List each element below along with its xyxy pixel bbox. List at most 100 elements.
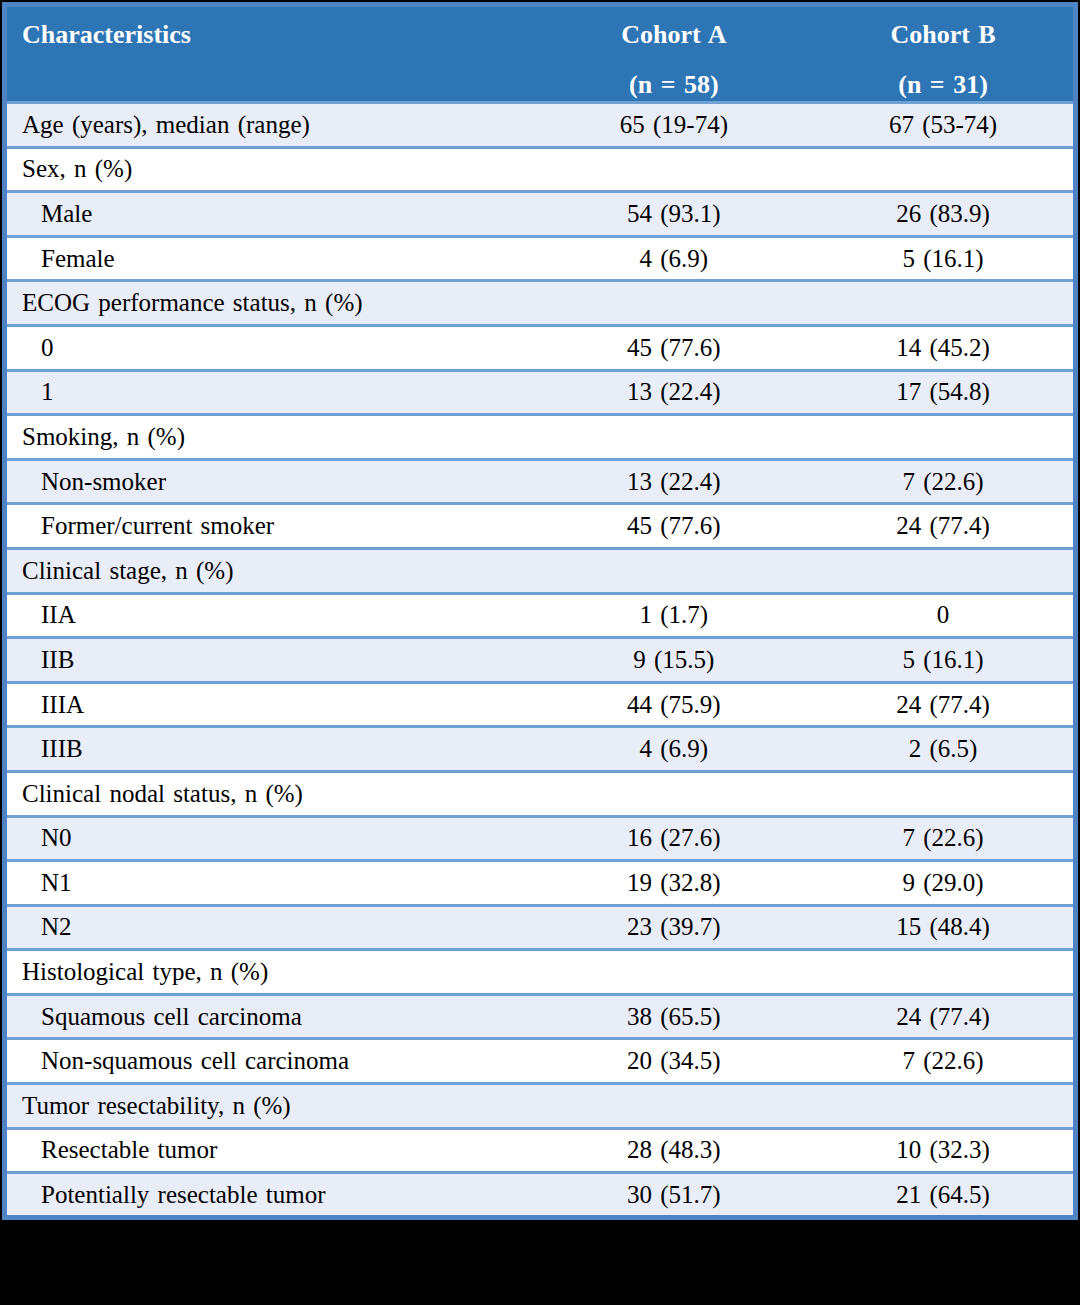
cohort-b-value: 21 (64.5) <box>813 1173 1075 1218</box>
row-section-label: Clinical nodal status, n (%) <box>5 771 535 816</box>
table-row: Squamous cell carcinoma38 (65.5)24 (77.4… <box>5 994 1076 1039</box>
cohort-b-name: Cohort B <box>813 19 1073 51</box>
table-row: Age (years), median (range)65 (19-74)67 … <box>5 103 1076 148</box>
table-body: Age (years), median (range)65 (19-74)67 … <box>5 103 1076 1218</box>
table-row: Former/current smoker45 (77.6)24 (77.4) <box>5 504 1076 549</box>
cohort-b-value <box>813 548 1075 593</box>
cohort-a-value <box>535 1084 813 1129</box>
cohort-a-value <box>535 548 813 593</box>
cohort-a-value: 9 (15.5) <box>535 638 813 683</box>
table-row: IIA1 (1.7)0 <box>5 593 1076 638</box>
cohort-b-value: 15 (48.4) <box>813 905 1075 950</box>
row-subitem-label: N2 <box>5 905 535 950</box>
cohort-a-value: 28 (48.3) <box>535 1128 813 1173</box>
row-subitem-label: Resectable tumor <box>5 1128 535 1173</box>
table-row: ECOG performance status, n (%) <box>5 281 1076 326</box>
row-subitem-label: Squamous cell carcinoma <box>5 994 535 1039</box>
cohort-b-value <box>813 771 1075 816</box>
column-header-cohort-b: Cohort B (n = 31) <box>813 5 1075 103</box>
cohort-b-value: 2 (6.5) <box>813 727 1075 772</box>
row-subitem-label: Former/current smoker <box>5 504 535 549</box>
row-subitem-label: IIIB <box>5 727 535 772</box>
column-header-characteristics: Characteristics <box>5 5 535 103</box>
cohort-a-value: 1 (1.7) <box>535 593 813 638</box>
cohort-a-value <box>535 415 813 460</box>
row-subitem-label: IIIA <box>5 682 535 727</box>
row-section-label: Sex, n (%) <box>5 147 535 192</box>
table-frame: Characteristics Cohort A (n = 58) Cohort… <box>2 2 1078 1288</box>
cohort-b-value: 5 (16.1) <box>813 638 1075 683</box>
cohort-a-value: 45 (77.6) <box>535 504 813 549</box>
cohort-a-value: 13 (22.4) <box>535 370 813 415</box>
cohort-a-value: 54 (93.1) <box>535 192 813 237</box>
cohort-a-value: 4 (6.9) <box>535 236 813 281</box>
cohort-b-value <box>813 950 1075 995</box>
cohort-b-value <box>813 147 1075 192</box>
cohort-a-value <box>535 950 813 995</box>
row-subitem-label: Potentially resectable tumor <box>5 1173 535 1218</box>
table-row: Non-smoker13 (22.4)7 (22.6) <box>5 459 1076 504</box>
row-subitem-label: 0 <box>5 325 535 370</box>
cohort-a-value: 30 (51.7) <box>535 1173 813 1218</box>
table-row: 113 (22.4)17 (54.8) <box>5 370 1076 415</box>
cohort-b-value: 7 (22.6) <box>813 816 1075 861</box>
cohort-b-value <box>813 1084 1075 1129</box>
table-row: 045 (77.6)14 (45.2) <box>5 325 1076 370</box>
table-row: Female4 (6.9)5 (16.1) <box>5 236 1076 281</box>
cohort-a-value: 4 (6.9) <box>535 727 813 772</box>
table-header: Characteristics Cohort A (n = 58) Cohort… <box>5 5 1076 103</box>
cohort-b-value: 0 <box>813 593 1075 638</box>
table-row: Clinical nodal status, n (%) <box>5 771 1076 816</box>
row-subitem-label: Female <box>5 236 535 281</box>
table-row: IIIA44 (75.9)24 (77.4) <box>5 682 1076 727</box>
row-section-label: Age (years), median (range) <box>5 103 535 148</box>
cohort-b-value: 10 (32.3) <box>813 1128 1075 1173</box>
row-section-label: Smoking, n (%) <box>5 415 535 460</box>
table-row: Potentially resectable tumor30 (51.7)21 … <box>5 1173 1076 1218</box>
row-section-label: Clinical stage, n (%) <box>5 548 535 593</box>
row-section-label: ECOG performance status, n (%) <box>5 281 535 326</box>
cohort-b-n: (n = 31) <box>813 69 1073 101</box>
table-row: IIB9 (15.5)5 (16.1) <box>5 638 1076 683</box>
cohort-a-value: 13 (22.4) <box>535 459 813 504</box>
row-subitem-label: IIA <box>5 593 535 638</box>
row-subitem-label: N1 <box>5 861 535 906</box>
cohort-b-value: 24 (77.4) <box>813 994 1075 1039</box>
cohort-b-value <box>813 415 1075 460</box>
patient-characteristics-table: Characteristics Cohort A (n = 58) Cohort… <box>2 2 1078 1220</box>
cohort-a-value: 65 (19-74) <box>535 103 813 148</box>
cohort-b-value: 14 (45.2) <box>813 325 1075 370</box>
row-subitem-label: Non-smoker <box>5 459 535 504</box>
cohort-b-value: 9 (29.0) <box>813 861 1075 906</box>
cohort-b-value: 24 (77.4) <box>813 682 1075 727</box>
table-row: N016 (27.6)7 (22.6) <box>5 816 1076 861</box>
table-row: Sex, n (%) <box>5 147 1076 192</box>
table-row: Male54 (93.1)26 (83.9) <box>5 192 1076 237</box>
cohort-a-value <box>535 147 813 192</box>
cohort-a-value: 19 (32.8) <box>535 861 813 906</box>
cohort-a-name: Cohort A <box>535 19 813 51</box>
header-row: Characteristics Cohort A (n = 58) Cohort… <box>5 5 1076 103</box>
cohort-a-value <box>535 281 813 326</box>
row-section-label: Histological type, n (%) <box>5 950 535 995</box>
cohort-b-value: 17 (54.8) <box>813 370 1075 415</box>
cohort-a-value: 20 (34.5) <box>535 1039 813 1084</box>
cohort-b-value: 7 (22.6) <box>813 1039 1075 1084</box>
cohort-a-value <box>535 771 813 816</box>
row-subitem-label: Male <box>5 192 535 237</box>
table-row: Clinical stage, n (%) <box>5 548 1076 593</box>
table-row: Tumor resectability, n (%) <box>5 1084 1076 1129</box>
characteristics-label: Characteristics <box>22 19 535 51</box>
cohort-b-value: 24 (77.4) <box>813 504 1075 549</box>
cohort-a-n: (n = 58) <box>535 69 813 101</box>
row-subitem-label: 1 <box>5 370 535 415</box>
cohort-a-value: 44 (75.9) <box>535 682 813 727</box>
cohort-b-value: 5 (16.1) <box>813 236 1075 281</box>
row-subitem-label: IIB <box>5 638 535 683</box>
cohort-b-value: 7 (22.6) <box>813 459 1075 504</box>
cohort-a-value: 45 (77.6) <box>535 325 813 370</box>
column-header-cohort-a: Cohort A (n = 58) <box>535 5 813 103</box>
cohort-b-value: 67 (53-74) <box>813 103 1075 148</box>
cohort-b-value <box>813 281 1075 326</box>
cohort-a-value: 38 (65.5) <box>535 994 813 1039</box>
